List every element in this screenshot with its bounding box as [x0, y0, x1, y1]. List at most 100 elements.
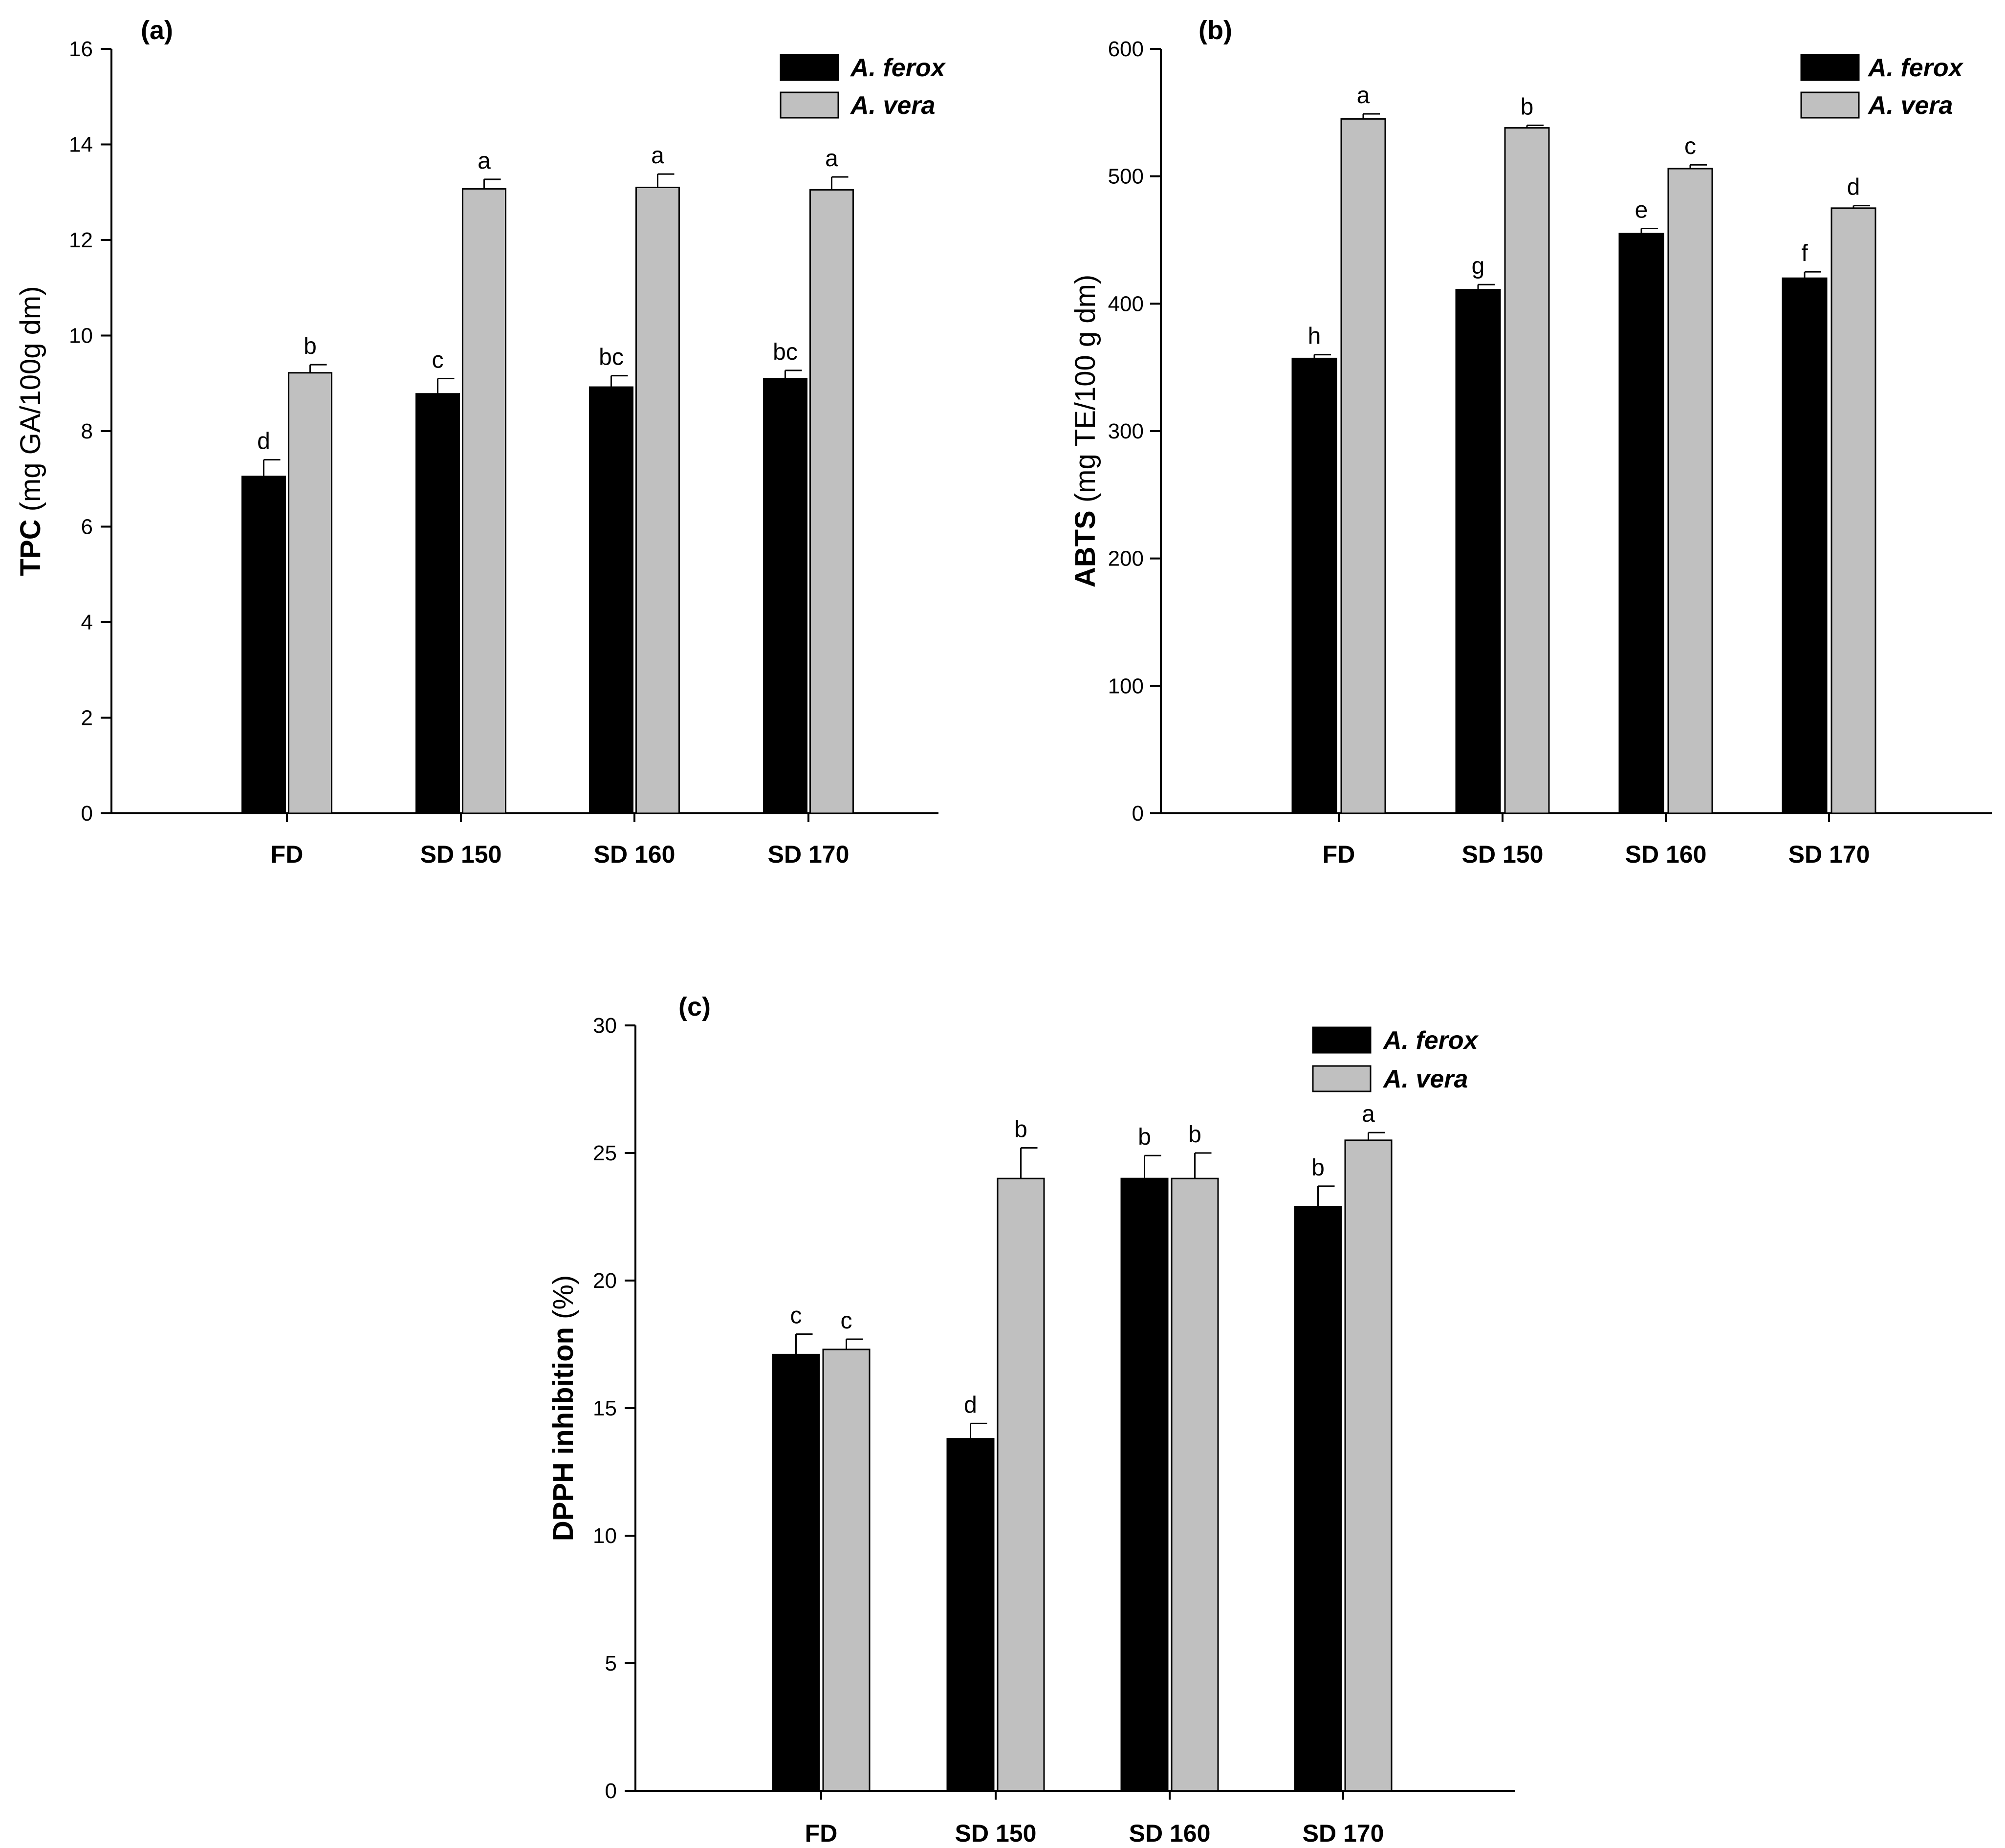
significance-letter: d: [257, 429, 270, 455]
bar: [997, 1177, 1045, 1792]
panel-label: (a): [141, 16, 173, 45]
legend-swatch: [780, 91, 839, 119]
significance-letter: b: [1138, 1124, 1151, 1150]
bar: [809, 189, 854, 814]
bar: [415, 393, 460, 814]
x-tick-label: FD: [1323, 841, 1355, 868]
x-tick-label: FD: [271, 841, 304, 868]
bar: [1344, 1139, 1393, 1792]
y-tick-label: 0: [81, 802, 93, 826]
bar: [1294, 1206, 1342, 1792]
bar: [589, 386, 633, 814]
significance-letter: bc: [773, 339, 798, 365]
significance-letter: a: [1357, 83, 1370, 109]
x-tick-label: SD 170: [768, 841, 850, 868]
y-tick-label: 0: [605, 1779, 617, 1803]
legend-label: A. vera: [850, 91, 935, 120]
significance-letter: d: [964, 1392, 977, 1418]
y-tick-label: 300: [1108, 419, 1144, 443]
bar: [1667, 168, 1713, 814]
y-tick-label: 8: [81, 419, 93, 443]
x-tick-label: SD 170: [1303, 1820, 1384, 1847]
bar: [1618, 233, 1664, 814]
y-axis-label-bold: ABTS: [1069, 510, 1101, 587]
significance-letter: b: [304, 333, 317, 359]
y-tick-label: 600: [1108, 37, 1144, 61]
x-tick-label: SD 160: [1129, 1820, 1211, 1847]
significance-letter: c: [1684, 133, 1696, 159]
y-axis-label-bold: TPC: [15, 520, 46, 576]
significance-letter: b: [1521, 94, 1534, 120]
significance-letter: c: [841, 1308, 852, 1334]
bar: [288, 372, 332, 814]
bar: [946, 1438, 995, 1792]
bar: [1340, 118, 1386, 814]
y-tick-label: 14: [69, 133, 93, 157]
x-tick-label: SD 160: [1625, 841, 1707, 868]
significance-letter: a: [651, 143, 664, 169]
panel-label: (b): [1199, 16, 1232, 45]
legend-swatch: [1800, 54, 1860, 81]
y-tick-label: 16: [69, 37, 93, 61]
chart-panel-c: 0 5 10 15 20 25 30 FD SD 150 SD 160 SD 170 c d b b c b b a…: [547, 992, 1515, 1847]
bar: [1455, 289, 1501, 814]
y-axis-label-unit: (mg GA/100g dm): [15, 286, 46, 519]
bar: [1504, 127, 1550, 814]
significance-letter: b: [1014, 1117, 1027, 1143]
bar: [1120, 1177, 1169, 1792]
significance-letter: b: [1311, 1155, 1325, 1181]
x-tick-label: FD: [805, 1820, 838, 1847]
x-tick-label: SD 150: [955, 1820, 1037, 1847]
legend-label: A. ferox: [1867, 54, 1964, 82]
y-tick-label: 4: [81, 610, 93, 634]
significance-letter: b: [1188, 1122, 1201, 1148]
significance-letter: g: [1472, 253, 1485, 279]
x-tick-label: SD 150: [1462, 841, 1544, 868]
legend-label: A. ferox: [1382, 1026, 1479, 1055]
legend-swatch: [1800, 91, 1860, 119]
significance-letter: bc: [599, 345, 624, 370]
y-axis-label: ABTS (mg TE/100 g dm): [1069, 275, 1101, 587]
panel-label: (c): [678, 992, 711, 1022]
bar: [1291, 357, 1337, 814]
significance-letter: a: [825, 146, 838, 172]
y-axis-label-bold: DPPH inhibition: [547, 1327, 579, 1541]
legend-swatch: [1312, 1026, 1372, 1054]
significance-letter: c: [790, 1303, 802, 1329]
significance-letter: c: [432, 347, 444, 373]
y-tick-label: 100: [1108, 674, 1144, 698]
y-tick-label: 10: [69, 324, 93, 348]
significance-letter: e: [1635, 197, 1648, 223]
y-tick-label: 200: [1108, 547, 1144, 571]
y-axis-label: TPC (mg GA/100g dm): [15, 286, 46, 576]
bar: [1171, 1177, 1219, 1792]
y-axis-label: DPPH inhibition (%): [547, 1275, 579, 1542]
y-tick-label: 6: [81, 515, 93, 539]
x-tick-label: SD 160: [594, 841, 676, 868]
bar: [772, 1353, 820, 1792]
significance-letter: d: [1847, 174, 1860, 200]
y-axis-label-unit: (mg TE/100 g dm): [1069, 275, 1101, 510]
legend-label: A. vera: [1382, 1065, 1468, 1093]
bar: [635, 186, 680, 814]
y-tick-label: 400: [1108, 292, 1144, 316]
x-tick-label: SD 170: [1788, 841, 1870, 868]
y-tick-label: 5: [605, 1652, 617, 1675]
legend-label: A. vera: [1867, 91, 1953, 120]
bar: [1782, 277, 1828, 814]
y-tick-label: 10: [593, 1524, 617, 1548]
significance-letter: h: [1308, 324, 1321, 349]
y-tick-label: 20: [593, 1269, 617, 1293]
bar: [462, 188, 506, 814]
bar: [822, 1348, 871, 1792]
bar: [763, 377, 807, 814]
significance-letter: a: [478, 148, 491, 174]
y-tick-label: 500: [1108, 165, 1144, 189]
y-tick-label: 0: [1132, 802, 1144, 826]
y-tick-label: 25: [593, 1141, 617, 1165]
significance-letter: f: [1801, 240, 1808, 266]
y-tick-label: 30: [593, 1014, 617, 1038]
y-tick-label: 12: [69, 228, 93, 252]
bar: [1831, 207, 1876, 814]
